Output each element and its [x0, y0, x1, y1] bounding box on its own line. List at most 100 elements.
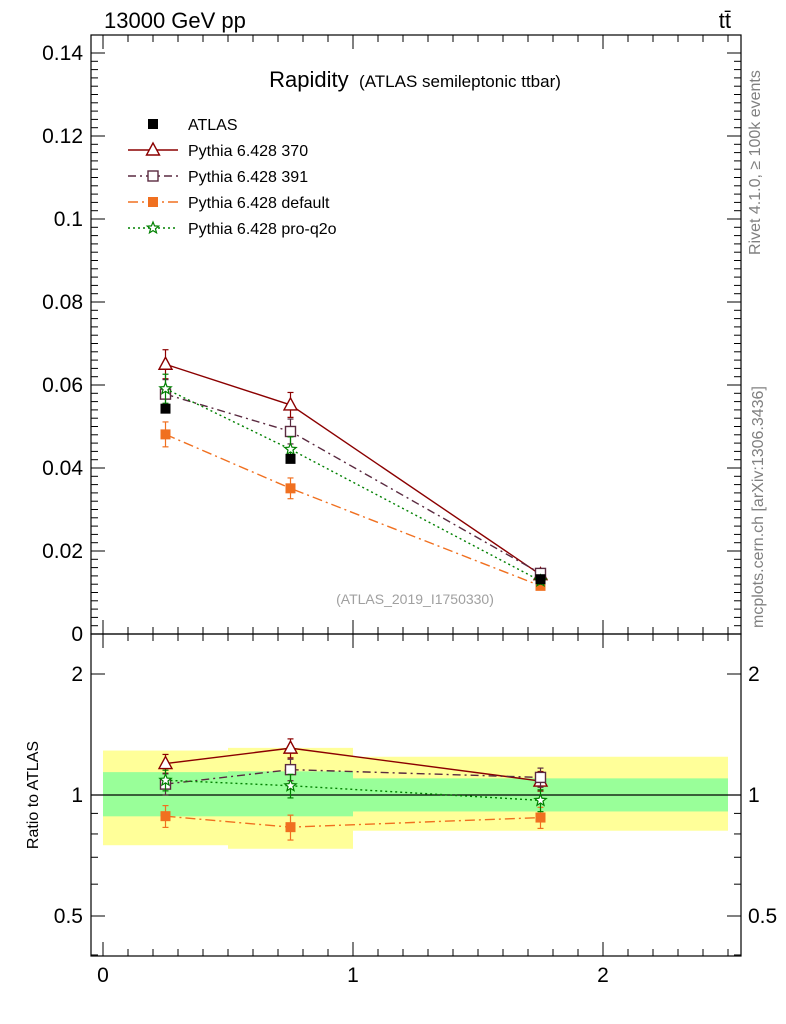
- energy-label: 13000 GeV pp: [104, 8, 246, 33]
- legend-item: Pythia 6.428 370: [128, 141, 308, 160]
- x-tick-label: 1: [347, 964, 359, 987]
- series-3-ratio-point: [160, 811, 171, 822]
- series-2-point-shape: [284, 425, 297, 438]
- series-3-point: [160, 429, 171, 440]
- series-1-ratio-point-shape: [282, 739, 299, 754]
- series-3-ratio-point: [535, 812, 546, 823]
- atlas-data-point: [535, 574, 546, 585]
- legend-marker-shape: [145, 220, 161, 235]
- series-3-ratio-point-shape: [160, 811, 171, 822]
- ratio-tick-label-right: 0.5: [748, 905, 777, 928]
- x-tick-label: 2: [597, 964, 609, 987]
- y-tick-label: 0.06: [42, 374, 83, 397]
- series-4-ratio-point: [158, 772, 173, 787]
- series-4-point: [283, 441, 298, 456]
- ratio-ylabel: Ratio to ATLAS: [25, 741, 42, 849]
- series-3-ratio-point: [285, 822, 296, 833]
- series-3-line: [165, 433, 541, 587]
- y-tick-label: 0.08: [42, 291, 83, 314]
- rivet-version-label: Rivet 4.1.0, ≥ 100k events: [747, 70, 764, 255]
- series-4-point-shape: [158, 381, 173, 395]
- series-3-point: [535, 580, 546, 591]
- ratio-ticks: 0.5 0.5 1 1 2 2: [54, 663, 777, 956]
- legend-item: Pythia 6.428 default: [128, 195, 330, 212]
- legend-label: Pythia 6.428 default: [188, 195, 330, 212]
- series-3-point: [285, 483, 296, 494]
- series-4-ratio-point-shape: [158, 772, 173, 787]
- legend-marker: [148, 119, 158, 129]
- atlas-data-point-shape: [285, 453, 296, 464]
- y-tick-label: 0.04: [42, 457, 83, 480]
- ratio-tick-label-right: 1: [748, 784, 760, 807]
- chart-subtitle: (ATLAS semileptonic ttbar): [359, 72, 561, 91]
- legend-item: ATLAS: [148, 117, 238, 134]
- series-2-ratio-point: [534, 771, 547, 784]
- legend-marker-shape: [145, 141, 161, 156]
- legend-label: Pythia 6.428 391: [188, 169, 308, 186]
- main-ticks: 0 0.02 0.04 0.06 0.08 0.1 0.12 0.14: [42, 42, 741, 646]
- legend-marker: [148, 197, 158, 207]
- ratio-series: [157, 738, 549, 841]
- legend-marker: [145, 220, 161, 235]
- series-1-point-shape: [157, 355, 174, 370]
- series-3-point-shape: [535, 580, 546, 591]
- ratio-tick-label-left: 1: [71, 784, 83, 807]
- legend-marker: [147, 170, 159, 182]
- atlas-data-point-shape: [160, 403, 171, 414]
- x-tick-label: 0: [97, 964, 109, 987]
- atlas-data-point-shape: [535, 574, 546, 585]
- series-2-point: [284, 425, 297, 438]
- series-3-ratio-point-shape: [535, 812, 546, 823]
- series-4-ratio-point: [283, 778, 298, 792]
- y-tick-label: 0.02: [42, 540, 83, 563]
- series-1-ratio-point: [157, 755, 174, 770]
- series-2-ratio-line: [165, 768, 541, 785]
- atlas-data-point: [285, 453, 296, 464]
- chart-title-group: Rapidity (ATLAS semileptonic ttbar): [269, 67, 561, 92]
- series-1-line: [165, 363, 541, 576]
- series-3-ratio-point-shape: [285, 822, 296, 833]
- series-1-point: [282, 396, 299, 411]
- series-4-line: [165, 388, 541, 582]
- legend-label: Pythia 6.428 370: [188, 143, 308, 160]
- legend-marker-shape: [147, 170, 159, 182]
- legend-label: ATLAS: [188, 117, 238, 134]
- series-4-point-shape: [283, 441, 298, 456]
- series-2-ratio-point: [284, 763, 297, 776]
- legend-marker: [145, 141, 161, 156]
- y-tick-label: 0.1: [54, 208, 83, 231]
- legend: ATLAS Pythia 6.428 370 Pythia 6.428 391 Pyt…: [128, 117, 337, 238]
- legend-item: Pythia 6.428 pro-q2o: [128, 220, 337, 238]
- ratio-tick-label-left: 0.5: [54, 905, 83, 928]
- main-series: [157, 349, 549, 591]
- process-label: tt̄: [719, 8, 731, 33]
- legend-label: Pythia 6.428 pro-q2o: [188, 221, 337, 238]
- y-tick-label: 0: [71, 623, 83, 646]
- series-3-point-shape: [160, 429, 171, 440]
- series-1-point-shape: [282, 396, 299, 411]
- ratio-tick-label-right: 2: [748, 663, 760, 686]
- legend-item: Pythia 6.428 391: [128, 169, 308, 186]
- series-4-point: [158, 381, 173, 395]
- series-3-point-shape: [285, 483, 296, 494]
- main-panel: 0 0.02 0.04 0.06 0.08 0.1 0.12 0.14 Rapidity (A…: [42, 34, 742, 646]
- y-tick-label: 0.14: [42, 42, 83, 65]
- mcplots-label: mcplots.cern.ch [arXiv:1306.3436]: [750, 386, 767, 628]
- series-1-ratio-point-shape: [157, 755, 174, 770]
- atlas-data-point: [160, 403, 171, 414]
- series-2-ratio-point-shape: [284, 763, 297, 776]
- series-2-line: [165, 393, 541, 575]
- ratio-panel: 0.5 0.5 1 1 2 2 Ratio to ATLAS: [25, 633, 777, 957]
- x-ticks: 0 1 2: [97, 35, 729, 987]
- y-tick-label: 0.12: [42, 125, 83, 148]
- analysis-id: (ATLAS_2019_I1750330): [336, 591, 494, 607]
- legend-marker-shape: [148, 119, 158, 129]
- series-2-ratio-point-shape: [534, 771, 547, 784]
- chart-title: Rapidity: [269, 67, 348, 92]
- series-1-point: [157, 355, 174, 370]
- series-4-ratio-point-shape: [533, 792, 548, 807]
- series-4-ratio-point-shape: [283, 778, 298, 792]
- ratio-tick-label-left: 2: [71, 663, 83, 686]
- series-4-ratio-point: [533, 792, 548, 807]
